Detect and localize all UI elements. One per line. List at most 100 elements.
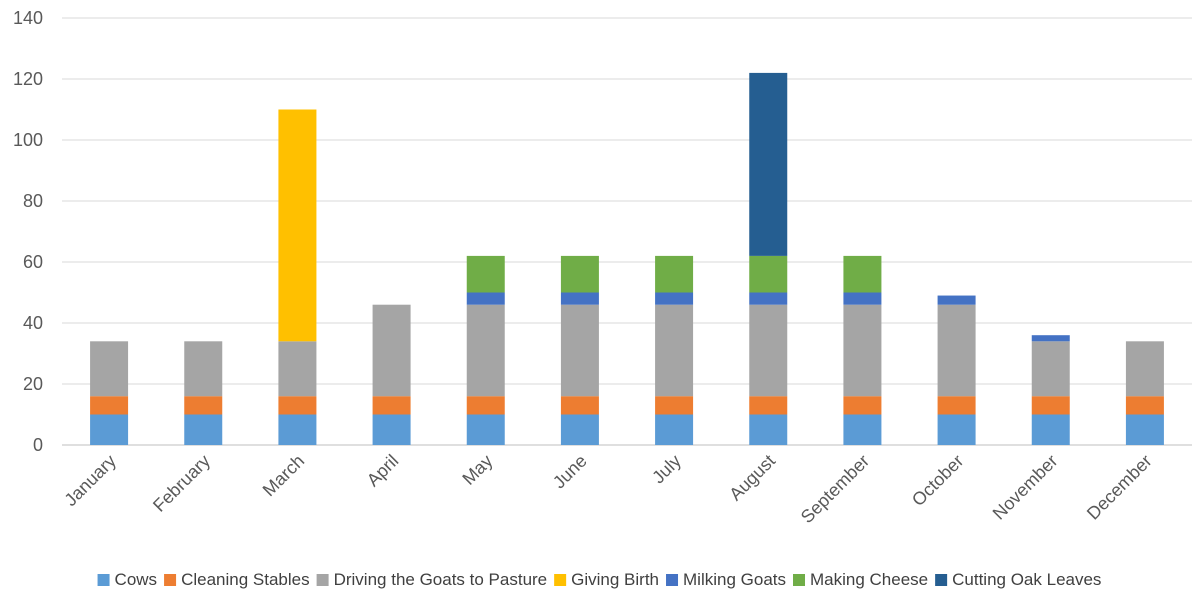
bar-segment: [1031, 335, 1070, 342]
bar-stack: [466, 255, 505, 445]
bar-segment: [655, 255, 694, 293]
bar-segment: [184, 396, 223, 415]
bar-segment: [184, 341, 223, 397]
legend-label: Giving Birth: [571, 570, 659, 589]
bar-stack: [1031, 335, 1070, 445]
bar-segment: [466, 396, 505, 415]
bar-segment: [560, 255, 599, 293]
bar-stack: [937, 295, 976, 445]
legend-item: Milking Goats: [666, 570, 786, 589]
bar-segment: [466, 304, 505, 397]
legend-swatch: [97, 574, 110, 586]
legend-swatch: [164, 574, 177, 586]
y-axis: 0 20 40 60 80 100 120 140: [13, 8, 43, 455]
bar-stack: [560, 255, 599, 445]
bar-segment: [655, 304, 694, 397]
x-tick-label: February: [149, 451, 214, 516]
bar-stack: [90, 341, 129, 445]
x-tick-label: July: [648, 451, 685, 488]
y-tick-label: 20: [23, 374, 43, 394]
bar-segment: [843, 414, 882, 445]
x-tick-label: May: [458, 451, 496, 489]
x-tick-label: December: [1083, 451, 1156, 524]
y-tick-label: 80: [23, 191, 43, 211]
gridlines: [62, 17, 1192, 446]
bar-segment: [749, 292, 788, 305]
bar-segment: [1125, 396, 1164, 415]
bar-segment: [466, 255, 505, 293]
legend-swatch: [793, 574, 806, 586]
bar-segment: [466, 414, 505, 445]
bar-segment: [372, 304, 411, 397]
legend-label: Cleaning Stables: [181, 570, 310, 589]
bar-segment: [466, 292, 505, 305]
bar-segment: [560, 292, 599, 305]
bar-segment: [278, 341, 317, 397]
bar-segment: [655, 292, 694, 305]
bars: [90, 72, 1164, 445]
x-tick-label: April: [363, 451, 403, 491]
legend-swatch: [554, 574, 567, 586]
bar-segment: [655, 414, 694, 445]
bar-segment: [560, 414, 599, 445]
bar-segment: [749, 255, 788, 293]
legend-label: Driving the Goats to Pasture: [334, 570, 548, 589]
bar-segment: [937, 396, 976, 415]
bar-segment: [1125, 414, 1164, 445]
x-tick-label: October: [908, 451, 967, 510]
bar-segment: [749, 396, 788, 415]
legend-item: Cleaning Stables: [164, 570, 310, 589]
legend-swatch: [316, 574, 329, 586]
bar-segment: [560, 304, 599, 397]
bar-segment: [937, 304, 976, 397]
bar-segment: [843, 292, 882, 305]
x-tick-label: August: [725, 451, 779, 505]
legend-swatch: [666, 574, 679, 586]
bar-segment: [90, 341, 129, 397]
bar-segment: [278, 396, 317, 415]
bar-stack: [372, 304, 411, 445]
bar-segment: [1031, 396, 1070, 415]
y-tick-label: 120: [13, 69, 43, 89]
x-axis: January February March April May June July Augu…: [60, 451, 1155, 527]
legend-item: Cutting Oak Leaves: [935, 570, 1101, 589]
bar-stack: [1125, 341, 1164, 445]
bar-stack: [278, 109, 317, 445]
y-tick-label: 140: [13, 8, 43, 28]
x-tick-label: September: [797, 451, 873, 527]
bar-segment: [843, 255, 882, 293]
bar-segment: [278, 109, 317, 342]
legend-label: Milking Goats: [683, 570, 786, 589]
bar-segment: [1031, 341, 1070, 397]
legend-label: Cows: [115, 570, 158, 589]
legend-label: Cutting Oak Leaves: [952, 570, 1101, 589]
bar-segment: [1125, 341, 1164, 397]
bar-segment: [1031, 414, 1070, 445]
x-tick-label: March: [259, 451, 309, 501]
x-tick-label: June: [549, 451, 591, 493]
bar-stack: [843, 255, 882, 445]
bar-segment: [937, 414, 976, 445]
legend-item: Making Cheese: [793, 570, 928, 589]
bar-segment: [749, 304, 788, 397]
bar-segment: [372, 414, 411, 445]
y-tick-label: 60: [23, 252, 43, 272]
bar-stack: [655, 255, 694, 445]
x-tick-label: November: [989, 451, 1062, 524]
bar-segment: [843, 396, 882, 415]
legend-item: Cows: [97, 570, 158, 589]
bar-segment: [749, 72, 788, 256]
y-tick-label: 100: [13, 130, 43, 150]
legend-item: Driving the Goats to Pasture: [316, 570, 548, 589]
bar-stack: [184, 341, 223, 445]
bar-segment: [184, 414, 223, 445]
bar-segment: [937, 295, 976, 305]
y-tick-label: 0: [33, 435, 43, 455]
bar-segment: [843, 304, 882, 397]
legend-label: Making Cheese: [810, 570, 928, 589]
bar-segment: [372, 396, 411, 415]
legend-swatch: [935, 574, 948, 586]
legend-item: Giving Birth: [554, 570, 659, 589]
bar-segment: [90, 414, 129, 445]
